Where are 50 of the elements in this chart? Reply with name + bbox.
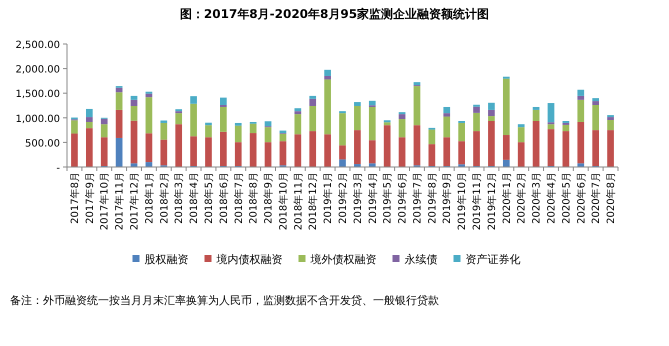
x-tick-label: 2020年5月 [560,172,572,224]
y-tick-label: 2,500.00 [15,40,60,51]
x-tick-label: 2020年6月 [575,172,588,224]
x-tick-label: 2020年4月 [545,172,558,224]
legend-label: 境内债权融资 [216,253,282,266]
x-tick-label: 2017年9月 [84,172,96,224]
x-tick-label: 2017年10月 [98,172,111,230]
text: 备注：外币融资统一按当月月末汇率换算为人民币，监测数据不含开发贷、一般银行贷款 [10,294,439,307]
x-tick-label: 2019年7月 [411,172,424,224]
legend-label: 资产证券化 [466,253,520,266]
x-tick-label: 2019年6月 [396,172,409,224]
x-tick-label: 2018年5月 [202,172,215,224]
x-tick-label: 2019年5月 [382,172,394,224]
x-tick-label: 2019年1月 [322,172,334,224]
x-tick-label: 2018年11月 [292,172,304,230]
x-tick-label: 2018年12月 [307,172,320,230]
y-tick-label: 2,000.00 [15,64,60,76]
y-tick-label: 500.00 [25,138,60,150]
legend-label: 永续债 [404,253,438,266]
x-tick-label: 2019年2月 [337,172,349,224]
x-tick-label: 2019年12月 [486,172,498,230]
x-tick-label: 2018年1月 [143,172,156,224]
y-tick-label: - [56,163,60,174]
x-tick-label: 2017年8月 [68,172,81,224]
x-tick-label: 2018年7月 [232,172,245,224]
y-tick-label: 1,500.00 [15,89,60,100]
x-tick-label: 2018年2月 [158,172,170,224]
x-tick-label: 2018年8月 [248,172,260,224]
x-tick-label: 2019年10月 [456,172,468,230]
x-tick-label: 2019年8月 [426,172,438,224]
x-tick-label: 2020年1月 [500,172,513,224]
x-tick-label: 2019年4月 [366,172,379,224]
x-tick-label: 2019年3月 [352,172,364,224]
x-tick-label: 2019年11月 [471,172,484,230]
chart-title: 图：2017年8月-2020年8月95家监测企业融资额统计图 [180,7,490,21]
x-tick-label: 2017年12月 [128,172,141,230]
x-tick-label: 2018年6月 [218,172,230,224]
x-tick-label: 2020年2月 [516,172,528,224]
x-tick-label: 2020年3月 [530,172,543,224]
y-tick-label: 1,000.00 [15,114,60,125]
legend-label: 境外债权融资 [310,253,376,266]
legend-label: 股权融资 [144,253,188,266]
x-tick-label: 2019年9月 [441,172,454,224]
x-tick-label: 2018年4月 [188,172,200,224]
x-tick-label: 2020年7月 [590,172,602,224]
x-tick-label: 2017年11月 [114,172,126,230]
x-tick-label: 2018年3月 [173,172,186,224]
x-tick-label: 2018年10月 [277,172,290,230]
x-tick-label: 2018年9月 [262,172,275,224]
x-tick-label: 2020年8月 [605,172,618,224]
